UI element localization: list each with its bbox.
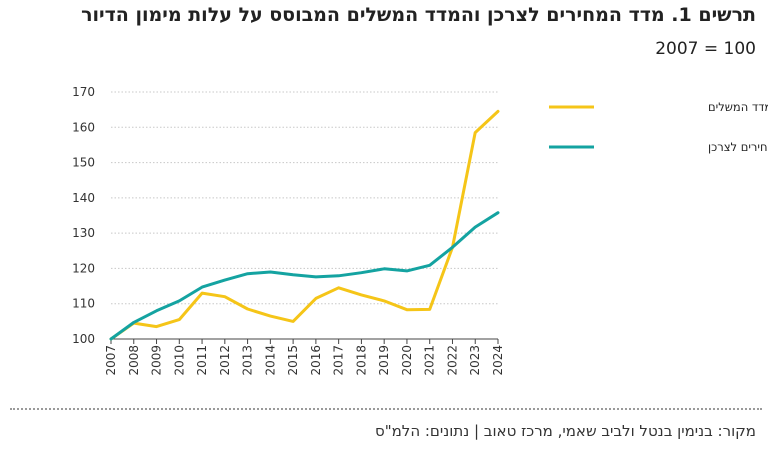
y-tick-label: 150 bbox=[72, 156, 95, 170]
y-tick-label: 120 bbox=[72, 261, 95, 275]
y-tick-label: 130 bbox=[72, 226, 95, 240]
legend-label-1: המדד המשלים bbox=[708, 100, 768, 114]
x-tick-label: 2023 bbox=[468, 345, 482, 376]
y-tick-label: 100 bbox=[72, 332, 95, 346]
y-tick-label: 110 bbox=[72, 297, 95, 311]
divider bbox=[10, 408, 762, 410]
x-tick-label: 2012 bbox=[218, 345, 232, 376]
y-tick-label: 160 bbox=[72, 120, 95, 134]
line-chart: 100 110 120 130 140 150 160 170 2007 2008 2009 2010… bbox=[72, 85, 768, 376]
x-tick-label: 2010 bbox=[172, 345, 186, 376]
x-tick-label: 2015 bbox=[286, 345, 300, 376]
x-tick-label: 2021 bbox=[423, 345, 437, 376]
y-tick-label: 140 bbox=[72, 191, 95, 205]
x-tick-label: 2008 bbox=[127, 345, 141, 376]
series-line-1 bbox=[109, 109, 500, 341]
chart-subtitle: 2007 = 100 bbox=[655, 39, 756, 59]
x-tick-label: 2018 bbox=[354, 345, 368, 376]
legend-label-2: מדד המחירים לצרכן bbox=[708, 140, 768, 154]
x-tick-label: 2009 bbox=[150, 345, 164, 376]
x-tick-label: 2014 bbox=[263, 345, 277, 376]
x-tick-label: 2016 bbox=[309, 345, 323, 376]
x-tick-label: 2017 bbox=[332, 345, 346, 376]
chart-title: תרשים 1. מדד המחירים לצרכן והמדד המשלים … bbox=[81, 4, 756, 26]
x-tick-label: 2013 bbox=[241, 345, 255, 376]
x-tick-label: 2011 bbox=[195, 345, 209, 376]
x-tick-label: 2022 bbox=[445, 345, 459, 376]
source-note: מקור: בנימין בנטל ולביב שאמי, מרכז טאוב … bbox=[374, 422, 756, 440]
x-tick-label: 2024 bbox=[491, 345, 505, 376]
series-line-2 bbox=[109, 211, 500, 341]
y-tick-label: 170 bbox=[72, 85, 95, 99]
x-tick-label: 2019 bbox=[377, 345, 391, 376]
x-tick-label: 2007 bbox=[104, 345, 118, 376]
x-tick-label: 2020 bbox=[400, 345, 414, 376]
